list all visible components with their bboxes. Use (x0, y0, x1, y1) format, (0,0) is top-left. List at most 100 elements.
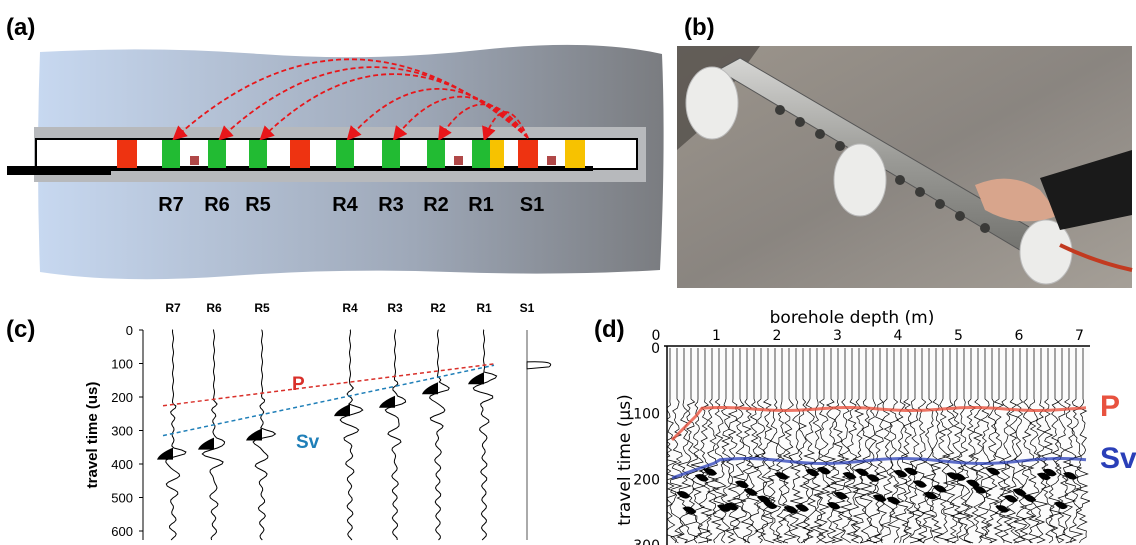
d-trace (1048, 348, 1062, 544)
d-x-tick-label: 7 (1075, 328, 1084, 344)
c-trace-label: R3 (387, 301, 403, 315)
d-trace (1054, 348, 1069, 544)
d-y-ticks: 0 100 200 300 (633, 341, 660, 545)
d-trace (844, 348, 860, 544)
d-trough (833, 491, 848, 500)
small-block (190, 156, 199, 165)
d-trace (963, 348, 978, 544)
d-trace (851, 348, 867, 544)
d-trace (893, 348, 909, 544)
raypath-arrow (482, 111, 529, 142)
d-trace (710, 348, 727, 544)
receiver-label: R6 (204, 194, 230, 216)
d-sv-label: Sv (1100, 442, 1136, 475)
c-trace (339, 329, 364, 541)
centralizer-1 (685, 66, 739, 140)
d-trace (767, 348, 783, 544)
cable (7, 166, 111, 175)
receiver-label: R4 (332, 194, 358, 216)
raypath-arrows (172, 58, 529, 142)
d-trace (929, 348, 944, 544)
c-sv-peak (422, 382, 438, 395)
d-sv-arrival-curve (671, 457, 1087, 480)
d-trace (746, 348, 761, 544)
c-trace-label: R6 (206, 301, 222, 315)
d-trough (743, 488, 758, 496)
d-trace (697, 348, 713, 544)
d-trough (682, 506, 697, 515)
raypath-arrow (392, 95, 529, 141)
d-trace (1074, 348, 1090, 544)
d-trace (667, 348, 679, 544)
d-trough (763, 501, 778, 509)
d-trace (1012, 348, 1028, 544)
cables (1059, 243, 1133, 272)
d-trace (1034, 348, 1048, 544)
c-sv-peak (379, 395, 395, 408)
raypath-arrow (438, 103, 529, 142)
c-trace (472, 329, 498, 541)
c-sv-moveout (162, 364, 495, 437)
d-trough (826, 502, 841, 510)
d-trough (872, 494, 887, 503)
c-trace (252, 329, 277, 541)
panel-label-d: (d) (594, 316, 625, 343)
tool-blocks (117, 140, 585, 168)
d-p-label: P (1100, 390, 1120, 423)
d-trough (1012, 488, 1027, 497)
c-trace-label: R5 (254, 301, 270, 315)
c-traces: R7 R6 R5 R4 R3 R2 R1 S1 (157, 301, 552, 541)
c-trace-label: R2 (430, 301, 446, 315)
d-trace (859, 348, 874, 544)
d-trace (1019, 348, 1036, 544)
c-trace (384, 329, 407, 541)
d-trough (703, 468, 718, 476)
d-trough (972, 486, 987, 494)
c-trace-label: S1 (520, 301, 535, 315)
sleeve (1040, 150, 1132, 230)
receiver-label: R2 (423, 194, 449, 216)
source-label: S1 (520, 194, 544, 216)
c-trace-label: R7 (165, 301, 181, 315)
c-p-label: P (292, 374, 305, 395)
d-trough (965, 479, 980, 488)
c-y-tick-label: 600 (111, 524, 133, 539)
d-trace (1061, 348, 1077, 544)
d-trace (802, 348, 817, 544)
d-trace (991, 348, 1007, 543)
d-trough (1053, 501, 1068, 510)
d-trace (775, 348, 789, 544)
c-sv-peak (157, 447, 173, 460)
d-trough (854, 468, 869, 477)
receiver-block (336, 140, 354, 168)
d-trace (1040, 348, 1056, 544)
d-x-tick-label: 6 (1015, 328, 1024, 344)
d-x-tick-label: 0 (652, 328, 661, 344)
d-trace (949, 348, 965, 544)
small-block (454, 156, 463, 165)
c-sv-label: Sv (296, 432, 320, 453)
yellow-block (490, 140, 504, 168)
d-trace (704, 348, 721, 544)
c-trace-label: R4 (342, 301, 358, 315)
receiver-block (249, 140, 267, 168)
d-trace (901, 348, 915, 544)
d-trace (690, 348, 706, 544)
d-trace (1026, 348, 1041, 544)
borehole-diagram: R7 R6 R5 R4 R3 R2 R1 S1 (7, 44, 664, 280)
d-trace (836, 348, 853, 544)
d-x-tick-label: 2 (773, 328, 782, 344)
receiver-block (382, 140, 400, 168)
panel-label-c: (c) (6, 316, 36, 343)
receiver-label: R7 (158, 194, 184, 216)
red-block (290, 140, 310, 168)
d-trough (912, 480, 927, 488)
d-y-tick-label: 200 (633, 472, 660, 488)
d-trace (781, 348, 797, 544)
d-trough (783, 505, 798, 514)
c-y-tick-label: 200 (111, 390, 133, 405)
receiver-block (472, 140, 490, 168)
d-trough (1042, 468, 1057, 477)
d-trace (879, 348, 895, 544)
